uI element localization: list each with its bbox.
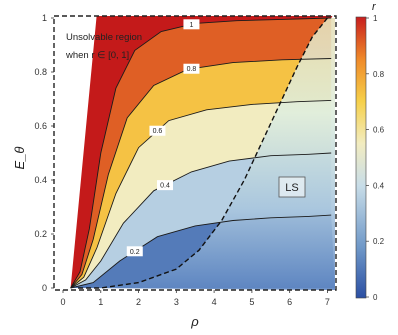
color-band — [70, 18, 332, 288]
contour-label-bg — [157, 180, 173, 191]
y-tick-label: 0.8 — [34, 67, 47, 77]
x-axis-ticks: 0 1 2 3 4 5 6 7 — [60, 290, 330, 307]
colorbar-tick-label: 0 — [373, 293, 378, 302]
contour-label-bg — [183, 63, 200, 74]
contour-line-0.2 — [70, 214, 332, 289]
contour-label-0.6: 0.6 — [153, 128, 163, 135]
color-band — [70, 58, 332, 288]
ls-boundary-line — [78, 17, 328, 289]
x-axis-label: ρ — [190, 314, 199, 329]
colorbar-tick-label: 0.6 — [373, 126, 385, 135]
x-tick-label: 6 — [287, 297, 292, 307]
y-tick-label: 1 — [42, 13, 47, 23]
contour-label-0.4: 0.4 — [160, 183, 170, 190]
x-tick-label: 5 — [249, 297, 254, 307]
contour-line-0.8 — [70, 58, 332, 289]
contour-label-0.8: 0.8 — [187, 66, 197, 73]
colorbar-ticks: 0 0.2 0.4 0.6 0.8 1 — [366, 14, 385, 302]
contour-label-1: 1 — [189, 22, 193, 29]
ls-label-box — [278, 176, 306, 198]
ls-region — [78, 18, 335, 290]
contour-line-1 — [70, 17, 332, 289]
contour-label-bg — [183, 19, 200, 30]
colorbar-tick-label: 1 — [373, 14, 378, 23]
color-band — [70, 16, 333, 288]
ls-annotation: LS — [285, 182, 298, 194]
colorbar — [355, 16, 367, 299]
colorbar-tick-label: 0.4 — [373, 181, 385, 190]
y-axis-label: E_θ — [12, 147, 27, 170]
y-tick-label: 0.6 — [34, 121, 47, 131]
colorbar-tick-label: 0.8 — [373, 70, 385, 79]
y-tick-label: 0 — [42, 283, 47, 293]
y-tick-label: 0.2 — [34, 229, 47, 239]
x-tick-label: 0 — [60, 297, 65, 307]
contour-label-0.2: 0.2 — [130, 249, 140, 256]
colorbar-tick-label: 0.2 — [373, 237, 385, 246]
y-tick-label: 0.4 — [34, 175, 47, 185]
contour-label-bg — [126, 246, 143, 257]
x-tick-label: 1 — [98, 297, 103, 307]
y-axis-ticks: 0 0.2 0.4 0.6 0.8 1 — [34, 13, 54, 293]
x-tick-label: 2 — [136, 297, 141, 307]
x-tick-label: 4 — [212, 297, 217, 307]
x-tick-label: 3 — [174, 297, 179, 307]
unsolvable-region-annotation-line2: when r ∈ [0, 1] — [65, 50, 129, 61]
unsolvable-region-annotation-line1: Unsolvable region — [66, 32, 142, 43]
contour-labels: 0.2 0.4 0.6 0.8 1 — [126, 19, 200, 257]
x-tick-label: 7 — [325, 297, 330, 307]
plot-frame — [53, 15, 337, 291]
colorbar-label: r — [372, 1, 377, 13]
contour-label-bg — [149, 125, 166, 136]
